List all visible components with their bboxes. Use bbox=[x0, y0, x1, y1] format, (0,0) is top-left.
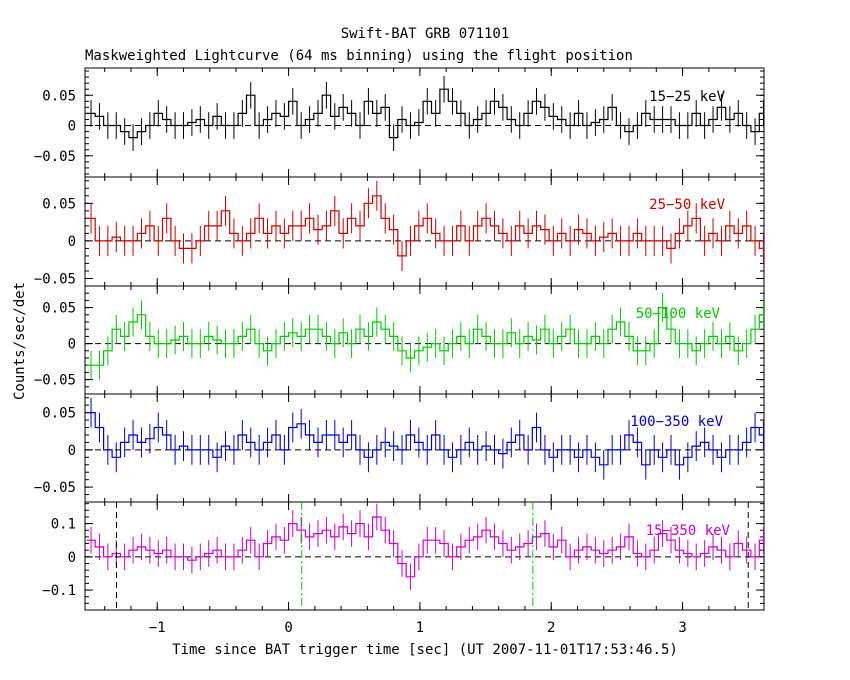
x-tick-label: 2 bbox=[547, 620, 555, 636]
y-tick-label: 0.05 bbox=[42, 196, 76, 212]
x-tick-label: 0 bbox=[284, 620, 292, 636]
series-line bbox=[86, 195, 764, 257]
y-tick-label: 0 bbox=[68, 234, 76, 250]
y-tick-label: 0.05 bbox=[42, 88, 76, 104]
x-tick-label: −1 bbox=[149, 620, 166, 636]
y-tick-label: −0.1 bbox=[42, 583, 76, 599]
panel-energy-label: 15−350 keV bbox=[646, 523, 731, 539]
y-tick-label: 0 bbox=[68, 119, 76, 135]
x-tick-label: 3 bbox=[678, 620, 686, 636]
y-tick-label: 0 bbox=[68, 443, 76, 459]
y-tick-label: 0.05 bbox=[42, 406, 76, 422]
y-axis-label: Counts/sec/det bbox=[12, 282, 28, 400]
series-line bbox=[86, 88, 764, 139]
y-tick-label: 0.1 bbox=[51, 517, 76, 533]
y-tick-label: 0 bbox=[68, 337, 76, 353]
y-tick-label: −0.05 bbox=[34, 271, 76, 287]
x-tick-label: 1 bbox=[416, 620, 424, 636]
panel-frame bbox=[84, 501, 765, 611]
y-tick-label: −0.05 bbox=[34, 480, 76, 496]
panel-5: 0.1 0 −0.1 15−350 keV −1 0 1 2 3 bbox=[42, 501, 765, 636]
panel-energy-label: 25−50 keV bbox=[649, 197, 725, 213]
y-tick-label: −0.05 bbox=[34, 373, 76, 389]
series-line bbox=[86, 516, 764, 578]
panel-4: 0.05 0 −0.05 100−350 keV bbox=[34, 393, 765, 503]
series-line bbox=[86, 307, 764, 366]
chart-title: Swift-BAT GRB 071101 bbox=[341, 26, 510, 42]
series-line bbox=[86, 412, 764, 466]
panel-3: 0.05 0 −0.05 50−100 keV bbox=[34, 285, 765, 395]
y-tick-label: −0.05 bbox=[34, 149, 76, 165]
panel-2: 0.05 0 −0.05 25−50 keV bbox=[34, 176, 765, 287]
chart-subtitle: Maskweighted Lightcurve (64 ms binning) … bbox=[85, 48, 633, 64]
panel-energy-label: 100−350 keV bbox=[630, 414, 723, 430]
panel-energy-label: 50−100 keV bbox=[636, 306, 721, 322]
x-axis-label: Time since BAT trigger time [sec] (UT 20… bbox=[172, 642, 678, 658]
panel-1: 0.05 0 −0.05 15−25 keV bbox=[34, 67, 765, 178]
y-tick-label: 0 bbox=[68, 550, 76, 566]
y-tick-label: 0.05 bbox=[42, 301, 76, 317]
panel-energy-label: 15−25 keV bbox=[649, 89, 725, 105]
